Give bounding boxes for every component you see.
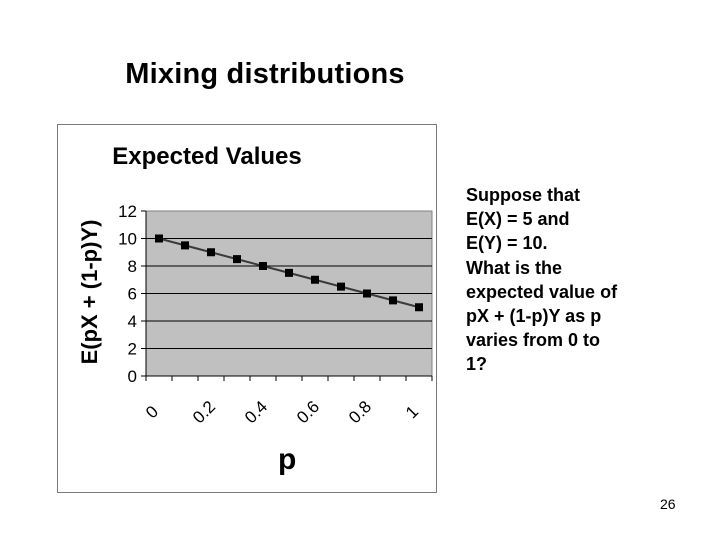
y-tick-label: 12 <box>118 202 137 221</box>
question-line: 1? <box>466 354 488 375</box>
question-line: E(Y) = 10. <box>466 233 548 254</box>
x-tick-label: 0.6 <box>293 397 323 427</box>
x-tick-label: 0 <box>142 402 162 422</box>
chart-title: Expected Values <box>112 143 302 170</box>
y-tick-label: 6 <box>128 285 137 304</box>
question-line: expected value of <box>466 281 618 302</box>
question-line: E(X) = 5 and <box>466 209 570 230</box>
y-tick-label: 2 <box>128 340 137 359</box>
data-point-marker <box>415 303 423 312</box>
data-point-marker <box>181 241 189 250</box>
question-line: Suppose that <box>466 185 581 205</box>
slide-title: Mixing distributions <box>125 58 405 90</box>
x-tick-label: 0.4 <box>241 397 271 427</box>
x-axis-label: p <box>278 443 297 476</box>
data-point-marker <box>285 268 293 277</box>
data-point-marker <box>155 234 163 243</box>
x-tick-label: 0.8 <box>345 397 375 427</box>
data-point-marker <box>207 248 215 257</box>
y-axis-ticks: 0 2 4 6 8 10 12 <box>118 202 147 386</box>
plot-area <box>145 210 433 377</box>
data-point-marker <box>311 275 319 284</box>
x-tick-label: 1 <box>402 402 422 422</box>
data-point-marker <box>337 282 345 291</box>
x-axis-ticks: 0 0.2 0.4 0.6 0.8 1 <box>142 375 433 427</box>
data-point-marker <box>363 289 371 298</box>
data-point-marker <box>233 255 241 264</box>
x-tick-label: 0.2 <box>189 397 219 427</box>
y-tick-label: 8 <box>128 257 137 276</box>
question-text: Suppose that E(X) = 5 and E(Y) = 10. What i… <box>466 183 656 377</box>
y-tick-label: 0 <box>128 367 137 386</box>
question-line: What is the <box>466 257 563 278</box>
question-line: varies from 0 to <box>466 330 601 351</box>
y-tick-label: 10 <box>118 230 137 249</box>
data-point-marker <box>389 296 397 305</box>
data-series <box>155 234 423 312</box>
data-point-marker <box>259 262 267 270</box>
y-tick-label: 4 <box>128 312 137 331</box>
page-number: 26 <box>660 496 676 512</box>
question-line: pX + (1-p)Y as p <box>466 306 602 327</box>
